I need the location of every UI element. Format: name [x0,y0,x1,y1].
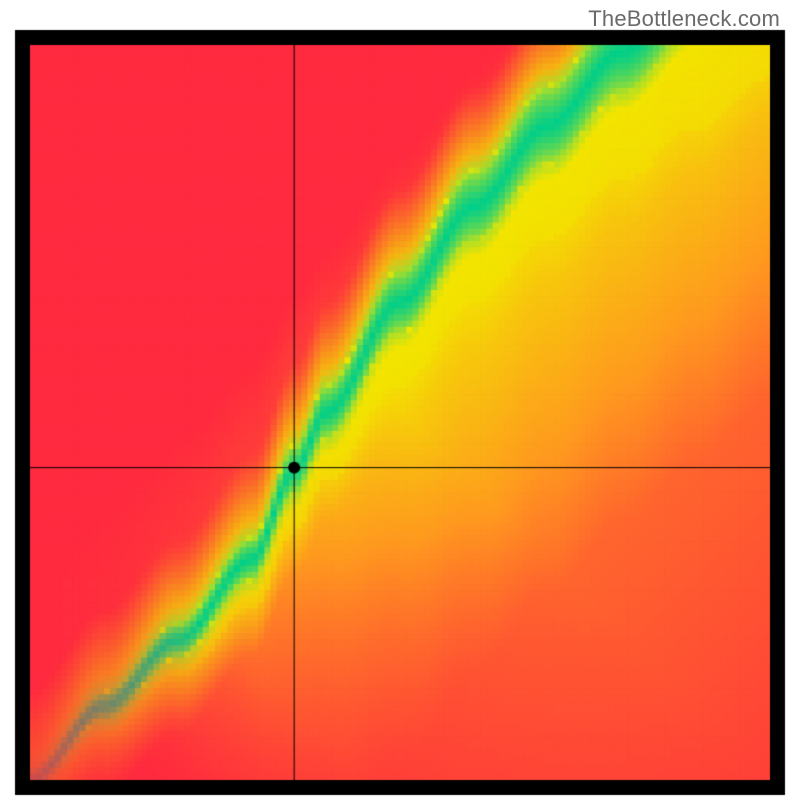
bottleneck-heatmap [0,0,800,800]
chart-container: TheBottleneck.com [0,0,800,800]
